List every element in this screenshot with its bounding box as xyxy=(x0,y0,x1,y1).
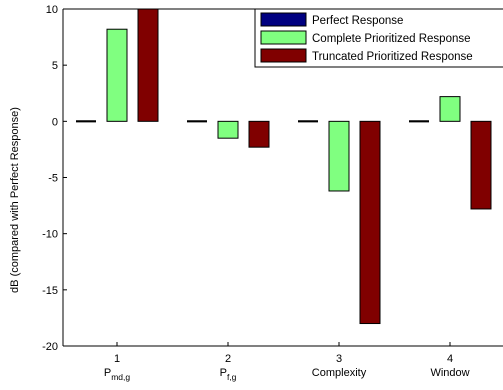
y-tick-label: -20 xyxy=(42,341,58,353)
legend-label: Complete Prioritized Response xyxy=(312,33,471,45)
legend-swatch xyxy=(260,12,307,27)
x-tick-label: 4 xyxy=(447,353,453,365)
bar xyxy=(359,120,381,325)
plot-area: 10 5 0 -5 -10 -15 -20 1 Pmd,g 2 Pf,g 3 Complexity 4 Wi… xyxy=(42,4,503,382)
legend: Perfect Response Complete Prioritized Res… xyxy=(254,8,503,68)
x-tick-label: 1 xyxy=(114,353,120,365)
y-tick-label: 10 xyxy=(46,4,58,16)
y-tick-label: 5 xyxy=(52,60,58,72)
x-category-label: Pf,g xyxy=(220,367,237,382)
y-tick-label: -5 xyxy=(48,173,58,185)
bar xyxy=(328,120,350,192)
legend-label: Truncated Prioritized Response xyxy=(312,51,473,63)
x-category-label: Window xyxy=(430,367,469,379)
bar xyxy=(439,96,461,122)
bar xyxy=(137,8,159,122)
x-tick-label: 3 xyxy=(336,353,342,365)
bar xyxy=(217,120,239,139)
bar xyxy=(248,120,270,148)
y-axis-label: dB (compared with Perfect Response) xyxy=(9,107,21,293)
y-tick-label: 0 xyxy=(52,116,58,128)
legend-swatch xyxy=(260,48,307,63)
bar xyxy=(106,28,128,122)
bar xyxy=(470,120,492,210)
legend-label: Perfect Response xyxy=(312,15,403,27)
x-category-label: Pmd,g xyxy=(104,367,131,382)
x-category-label: Complexity xyxy=(312,367,367,379)
x-tick-label: 2 xyxy=(225,353,231,365)
y-tick-label: -10 xyxy=(42,229,58,241)
y-tick-label: -15 xyxy=(42,285,58,297)
legend-swatch xyxy=(260,30,307,45)
